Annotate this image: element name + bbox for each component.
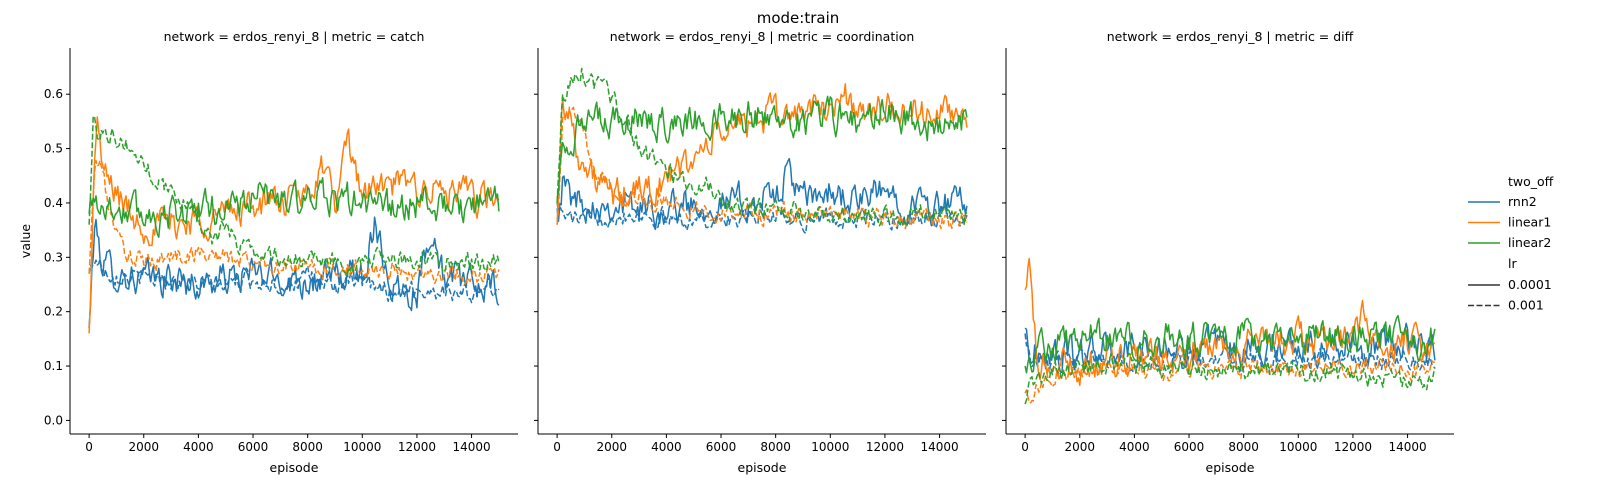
panel-1: network = erdos_renyi_8 | metric = catch…	[18, 29, 518, 475]
x-tick-label: 12000	[1334, 440, 1372, 454]
panel-title: network = erdos_renyi_8 | metric = diff	[1107, 29, 1354, 44]
series-line-rnn2-lr-0.0001	[88, 216, 500, 329]
y-tick-label: 0.0	[44, 413, 63, 427]
x-tick-label: 6000	[706, 440, 737, 454]
x-tick-label: 0	[85, 440, 93, 454]
x-tick-label: 10000	[1279, 440, 1317, 454]
panel-title: network = erdos_renyi_8 | metric = coord…	[610, 29, 915, 44]
x-tick-label: 14000	[920, 440, 958, 454]
series-line-linear1-lr-0.001	[556, 106, 968, 230]
legend-title-two-off: two_off	[1508, 174, 1554, 189]
series-line-linear1-lr-0.001	[88, 159, 500, 285]
x-tick-label: 12000	[398, 440, 436, 454]
series-line-linear1-lr-0.0001	[88, 116, 500, 334]
x-tick-label: 2000	[1064, 440, 1095, 454]
x-tick-label: 8000	[1228, 440, 1259, 454]
x-tick-label: 8000	[292, 440, 323, 454]
x-axis-label: episode	[270, 460, 319, 475]
y-tick-label: 0.5	[44, 142, 63, 156]
y-tick-label: 0.2	[44, 305, 63, 319]
y-tick-label: 0.1	[44, 359, 63, 373]
series-line-linear2-lr-0.001	[556, 67, 968, 227]
y-tick-label: 0.4	[44, 196, 63, 210]
series-line-linear2-lr-0.0001	[556, 95, 968, 198]
y-tick-label: 0.6	[44, 87, 63, 101]
series-line-linear1-lr-0.001	[1024, 354, 1435, 404]
series-line-rnn2-lr-0.001	[88, 258, 500, 304]
panel-3: network = erdos_renyi_8 | metric = diff 0…	[1002, 29, 1454, 475]
legend: two_off rnn2 linear1 linear2 lr 0.0001 0.001	[1468, 174, 1554, 313]
legend-label-lr-0.0001: 0.0001	[1508, 277, 1552, 292]
legend-label-rnn2: rnn2	[1508, 194, 1537, 209]
x-tick-label: 10000	[343, 440, 381, 454]
x-tick-label: 14000	[452, 440, 490, 454]
panel-2: network = erdos_renyi_8 | metric = coord…	[534, 29, 986, 475]
series-line-rnn2-lr-0.001	[556, 202, 968, 235]
legend-label-lr-0.001: 0.001	[1508, 298, 1544, 313]
series-line-linear2-lr-0.001	[88, 115, 500, 278]
series-line-linear2-lr-0.0001	[88, 177, 500, 238]
chart-suptitle: mode:train	[757, 9, 840, 27]
y-axis-label: value	[18, 224, 33, 258]
x-tick-label: 0	[553, 440, 561, 454]
x-tick-label: 0	[1021, 440, 1029, 454]
x-tick-label: 12000	[866, 440, 904, 454]
x-axis-label: episode	[1206, 460, 1255, 475]
series-line-linear2-lr-0.001	[1024, 352, 1436, 405]
x-axis-label: episode	[738, 460, 787, 475]
x-tick-label: 4000	[183, 440, 214, 454]
x-tick-label: 10000	[811, 440, 849, 454]
x-tick-label: 14000	[1388, 440, 1426, 454]
x-tick-label: 2000	[128, 440, 159, 454]
x-tick-label: 6000	[238, 440, 269, 454]
legend-label-linear1: linear1	[1508, 215, 1551, 230]
panel-title: network = erdos_renyi_8 | metric = catch	[164, 29, 425, 44]
x-tick-label: 4000	[1119, 440, 1150, 454]
x-tick-label: 8000	[760, 440, 791, 454]
legend-title-lr: lr	[1508, 256, 1517, 271]
series-line-rnn2-lr-0.001	[1024, 333, 1436, 374]
x-tick-label: 4000	[651, 440, 682, 454]
series-line-linear2-lr-0.0001	[1024, 314, 1436, 374]
x-tick-label: 6000	[1174, 440, 1205, 454]
legend-label-linear2: linear2	[1508, 235, 1551, 250]
y-tick-label: 0.3	[44, 250, 63, 264]
x-tick-label: 2000	[596, 440, 627, 454]
